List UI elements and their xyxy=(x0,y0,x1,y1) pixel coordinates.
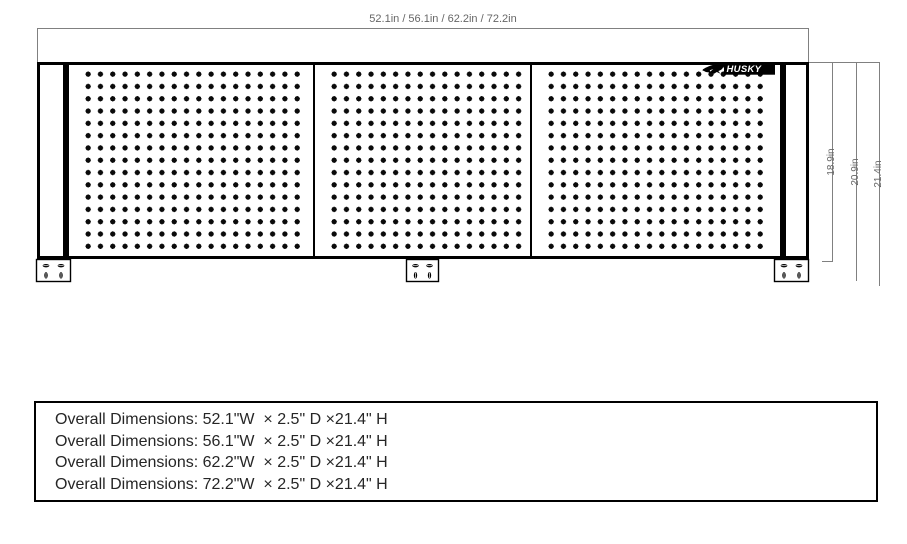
svg-text:HUSKY: HUSKY xyxy=(727,64,763,75)
